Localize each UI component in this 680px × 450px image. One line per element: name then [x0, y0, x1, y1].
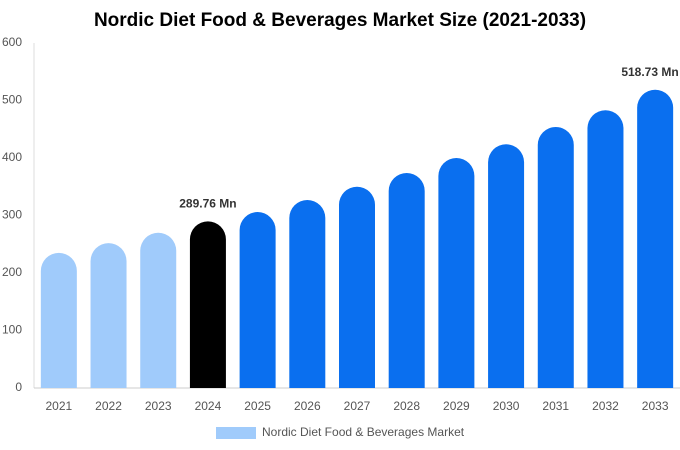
y-tick-label: 600 [2, 35, 22, 49]
x-tick-label: 2026 [294, 399, 321, 413]
bar [488, 144, 525, 388]
x-tick-label: 2027 [344, 399, 371, 413]
y-tick-label: 300 [2, 208, 22, 222]
bar [587, 110, 624, 388]
legend-swatch [216, 427, 256, 439]
x-tick-label: 2031 [542, 399, 569, 413]
chart-title: Nordic Diet Food & Beverages Market Size… [94, 10, 586, 31]
y-tick-label: 100 [2, 323, 22, 337]
legend-label: Nordic Diet Food & Beverages Market [262, 425, 465, 439]
bar [40, 252, 77, 388]
bar [637, 89, 674, 388]
x-tick-label: 2032 [592, 399, 619, 413]
bar [438, 158, 475, 388]
bar [388, 172, 425, 388]
x-tick-label: 2033 [642, 399, 669, 413]
x-tick-label: 2022 [95, 399, 122, 413]
x-tick-label: 2029 [443, 399, 470, 413]
y-tick-label: 400 [2, 150, 22, 164]
x-tick-label: 2030 [493, 399, 520, 413]
bar [140, 232, 177, 388]
y-tick-label: 0 [15, 380, 22, 394]
value-label: 518.73 Mn [621, 65, 678, 79]
value-label: 289.76 Mn [179, 197, 236, 211]
bar [339, 186, 375, 388]
x-tick-label: 2025 [244, 399, 271, 413]
bar [239, 212, 276, 388]
x-tick-label: 2023 [145, 399, 172, 413]
bar [537, 126, 574, 389]
bar [189, 221, 226, 388]
x-tick-label: 2021 [45, 399, 72, 413]
bar [289, 199, 326, 388]
x-tick-label: 2024 [195, 399, 222, 413]
y-tick-label: 500 [2, 93, 22, 107]
x-tick-label: 2028 [393, 399, 420, 413]
y-tick-label: 200 [2, 265, 22, 279]
bar [90, 243, 127, 388]
